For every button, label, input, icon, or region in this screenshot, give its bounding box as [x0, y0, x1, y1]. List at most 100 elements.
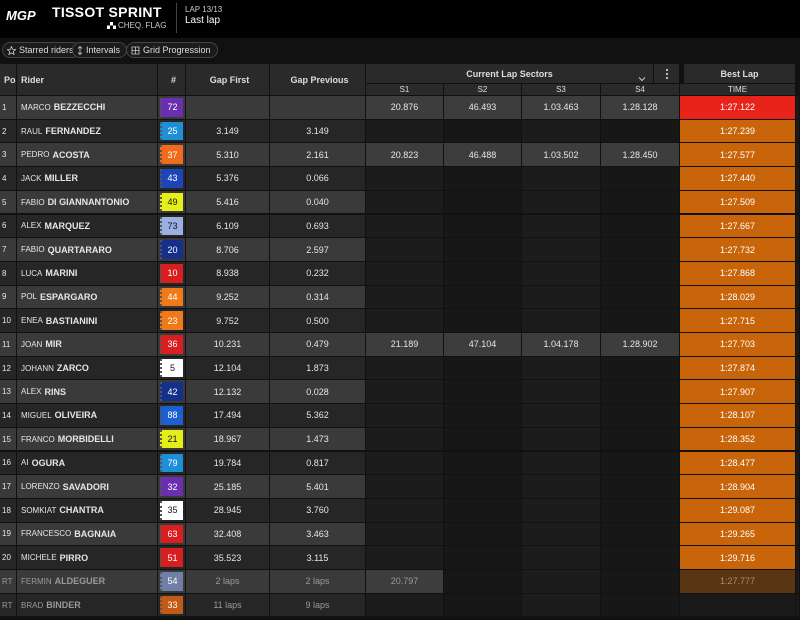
first-name: BRAD [21, 600, 44, 610]
number-badge: 21 [160, 429, 183, 449]
row-tail [796, 475, 800, 499]
last-name: MIR [45, 339, 62, 350]
sector-time [366, 309, 444, 333]
sector-time [522, 214, 601, 239]
sector-time [366, 546, 444, 570]
sector-header: S1 [366, 84, 444, 96]
last-name: MILLER [44, 173, 78, 184]
position: RT [0, 593, 17, 618]
gap-first: 10.231 [186, 333, 270, 357]
row-tail [796, 167, 800, 191]
sector-time [444, 356, 522, 381]
row-tail [796, 451, 800, 476]
time-header: TIME [680, 84, 796, 96]
gap-first: 3.149 [186, 119, 270, 144]
position: 6 [0, 214, 17, 239]
sector-time: 1.28.450 [601, 143, 680, 168]
sector-time [444, 261, 522, 286]
rider-header: Rider [17, 64, 158, 96]
number-cell: 21 [158, 427, 186, 452]
position: 12 [0, 356, 17, 381]
number-badge: 63 [160, 524, 183, 544]
sector-time [522, 522, 601, 547]
sectors-menu[interactable] [654, 64, 680, 84]
last-name: RINS [44, 386, 66, 397]
sector-time [366, 119, 444, 144]
number-cell: 73 [158, 214, 186, 239]
gap-previous-header: Gap Previous [270, 64, 366, 96]
position: 17 [0, 475, 17, 499]
gap-previous: 0.479 [270, 333, 366, 357]
number-badge: 36 [160, 335, 183, 354]
best-lap: 1:28.477 [680, 451, 796, 476]
sector-time [444, 427, 522, 452]
divider [176, 3, 177, 33]
chevron-icon [638, 77, 646, 82]
sector-time [601, 285, 680, 310]
row-tail [796, 143, 800, 168]
sector-header: S3 [522, 84, 601, 96]
last-name: DI GIANNANTONIO [47, 197, 130, 208]
best-lap [680, 593, 796, 618]
intervals-button[interactable]: Intervals [72, 42, 128, 58]
last-name: MARINI [45, 268, 78, 279]
gap-first [186, 96, 270, 120]
sectors-dropdown[interactable] [638, 70, 646, 82]
sector-time [522, 427, 601, 452]
number-badge: 79 [160, 453, 183, 473]
sector-time [601, 309, 680, 333]
sector-time [522, 546, 601, 570]
sector-time [601, 261, 680, 286]
number-cell: 5 [158, 356, 186, 381]
rider-name: PEDRO ACOSTA [17, 143, 158, 168]
best-lap: 1:28.107 [680, 404, 796, 428]
sector-time [366, 167, 444, 191]
row-tail [796, 96, 800, 120]
gap-previous: 2 laps [270, 570, 366, 594]
sector-time [601, 498, 680, 523]
button-label: Intervals [86, 45, 121, 55]
gap-previous [270, 96, 366, 120]
gap-previous: 2.597 [270, 238, 366, 262]
sector-time [522, 498, 601, 523]
sector-time [601, 570, 680, 594]
gap-first: 9.252 [186, 285, 270, 310]
sector-time [366, 522, 444, 547]
position: 14 [0, 404, 17, 428]
title: TISSOT SPRINT [52, 4, 162, 20]
row-tail [796, 380, 800, 405]
sector-time [444, 522, 522, 547]
first-name: FRANCESCO [21, 529, 72, 539]
number-badge: 43 [160, 169, 183, 188]
sector-time: 1.03.502 [522, 143, 601, 168]
gap-previous: 1.873 [270, 356, 366, 381]
gap-first: 5.416 [186, 190, 270, 215]
grid-icon [131, 46, 140, 54]
lap-counter: LAP 13/13 [185, 5, 223, 14]
first-name: ALEX [21, 221, 42, 231]
last-name: BASTIANINI [45, 315, 98, 326]
rider-name: FABIO QUARTARARO [17, 238, 158, 262]
first-name: MICHELE [21, 553, 57, 563]
number-cell: 33 [158, 593, 186, 618]
grid-button[interactable]: Grid Progression [126, 42, 218, 58]
gap-previous: 0.693 [270, 214, 366, 239]
gap-previous: 0.040 [270, 190, 366, 215]
best-lap: 1:27.777 [680, 570, 796, 594]
gap-first: 6.109 [186, 214, 270, 239]
lap-note: Last lap [185, 15, 221, 26]
number-cell: 51 [158, 546, 186, 570]
sector-time [444, 546, 522, 570]
star-icon [7, 45, 16, 55]
starred-button[interactable]: Starred riders [2, 42, 81, 58]
row-tail [796, 309, 800, 333]
sector-time [601, 475, 680, 499]
sector-time [601, 167, 680, 191]
first-name: FERMIN [21, 576, 52, 586]
position: 9 [0, 285, 17, 310]
gap-previous: 3.149 [270, 119, 366, 144]
gap-first: 5.310 [186, 143, 270, 168]
rider-name: MIGUEL OLIVEIRA [17, 404, 158, 428]
flag-icon [107, 22, 116, 29]
